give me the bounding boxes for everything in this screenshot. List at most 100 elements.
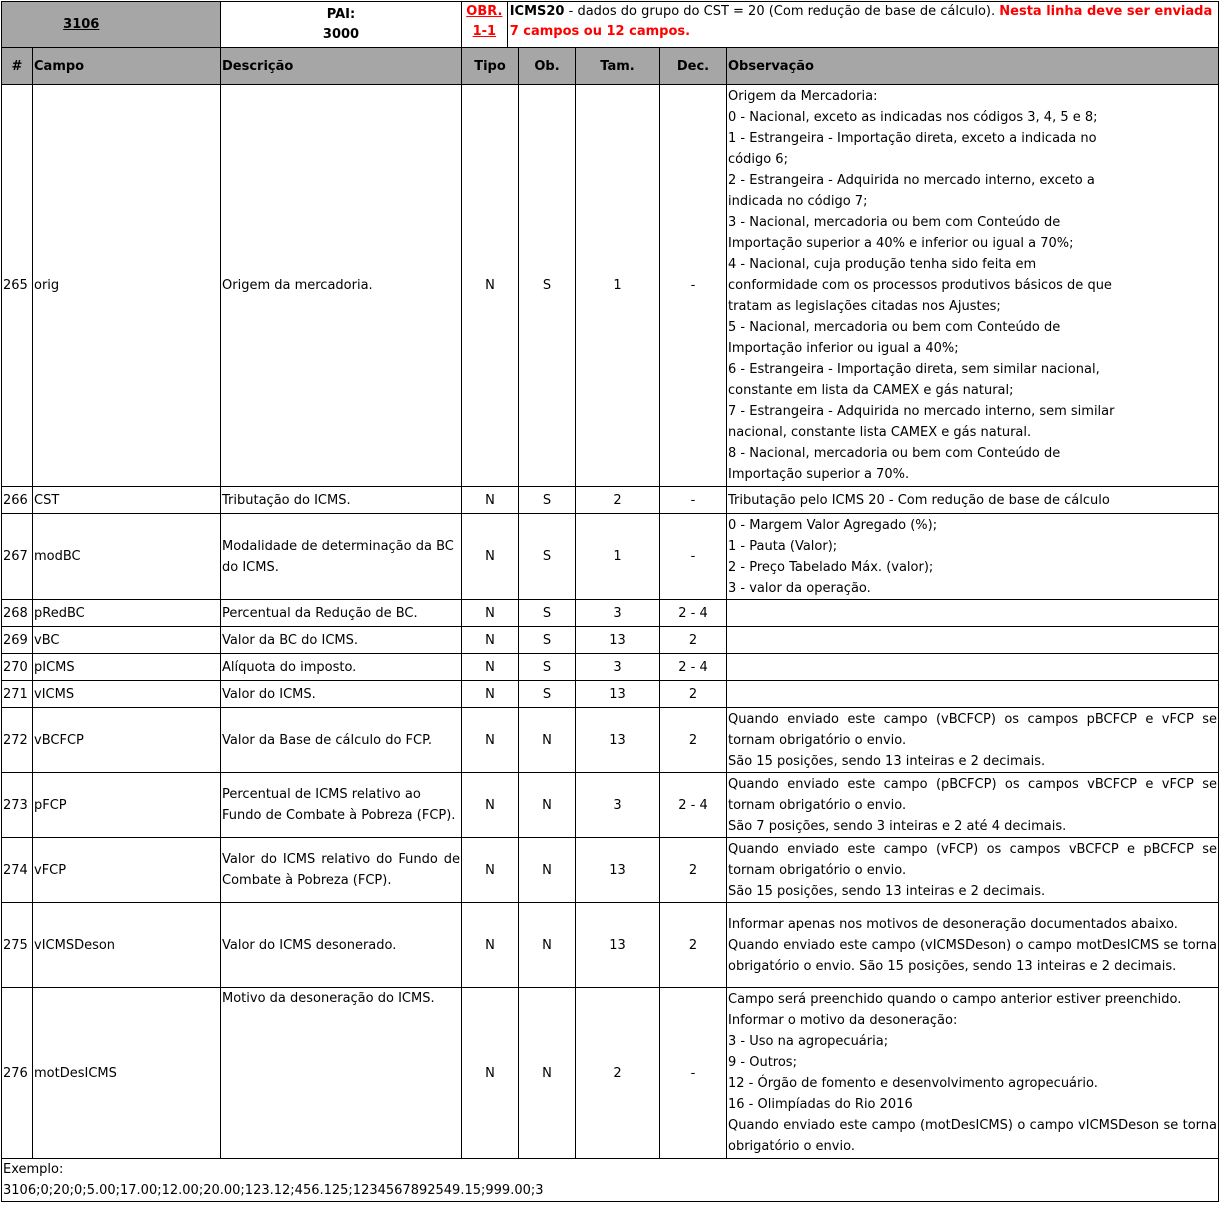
field-decimals: - <box>659 513 727 600</box>
field-type: N <box>461 513 519 600</box>
observation-line: Informar o motivo da desoneração: <box>728 1013 958 1028</box>
observation-line: Tributação pelo ICMS 20 - Com redução de… <box>728 492 1110 508</box>
field-name: vICMS <box>32 680 221 708</box>
field-name: orig <box>32 84 221 487</box>
field-type: N <box>461 680 519 708</box>
field-decimals: 2 - 4 <box>659 653 727 681</box>
field-size: 2 <box>575 987 660 1159</box>
observation-line: Quando enviado este campo (vFCP) os camp… <box>728 841 1217 878</box>
table-row: 265 orig Origem da mercadoria. N S 1- Origem d… <box>1 84 1219 487</box>
field-description: Valor da Base de cálculo do FCP. <box>220 707 462 773</box>
field-name: vBCFCP <box>32 707 221 773</box>
field-observation: Quando enviado este campo (vFCP) os camp… <box>726 837 1219 903</box>
observation-line: 7 - Estrangeira - Adquirida no mercado i… <box>728 404 1115 440</box>
field-name: CST <box>32 486 221 514</box>
field-size: 13 <box>575 680 660 708</box>
field-size: 13 <box>575 626 660 654</box>
field-name: pICMS <box>32 653 221 681</box>
table-row: 267 modBC Modalidade de determinação da BC… <box>1 513 1219 600</box>
table-row: 274 vFCP Valor do ICMS relativo do Fundo d… <box>1 837 1219 903</box>
field-size: 13 <box>575 902 660 988</box>
field-type: N <box>461 772 519 838</box>
field-decimals: - <box>659 84 727 487</box>
field-description: Valor da BC do ICMS. <box>220 626 462 654</box>
field-observation <box>726 653 1219 681</box>
observation-line: 6 - Estrangeira - Importação direta, sem… <box>728 362 1100 398</box>
observation-line: 9 - Outros; <box>728 1055 797 1070</box>
field-number: 268 <box>1 599 33 627</box>
col-ob: Ob. <box>518 47 576 85</box>
field-number: 266 <box>1 486 33 514</box>
observation-line: 3 - Uso na agropecuária; <box>728 1034 889 1049</box>
col-descricao: Descrição <box>220 47 462 85</box>
field-observation: Informar apenas nos motivos de desoneraç… <box>726 902 1219 988</box>
table-row: 272 vBCFCP Valor da Base de cálculo do FCP… <box>1 707 1219 773</box>
field-size: 3 <box>575 599 660 627</box>
observation-line: Campo será preenchido quando o campo ant… <box>728 992 1182 1007</box>
pai-value: 3000 <box>322 26 360 42</box>
field-description: Valor do ICMS desonerado. <box>220 902 462 988</box>
field-decimals: - <box>659 486 727 514</box>
field-description: Alíquota do imposto. <box>220 653 462 681</box>
field-observation: Quando enviado este campo (pBCFCP) os ca… <box>726 772 1219 838</box>
field-type: N <box>461 486 519 514</box>
observation-line: Quando enviado este campo (vBCFCP) os ca… <box>728 711 1217 748</box>
field-type: N <box>461 626 519 654</box>
field-decimals: 2 - 4 <box>659 599 727 627</box>
col-dec: Dec. <box>659 47 727 85</box>
obr-label[interactable]: OBR. <box>466 4 503 19</box>
field-required: S <box>518 486 576 514</box>
field-decimals: 2 <box>659 680 727 708</box>
col-tipo: Tipo <box>461 47 519 85</box>
field-name: modBC <box>32 513 221 600</box>
observation-line: Quando enviado este campo (pBCFCP) os ca… <box>728 776 1217 813</box>
observation-line: 16 - Olimpíadas do Rio 2016 <box>728 1097 913 1112</box>
field-size: 1 <box>575 84 660 487</box>
field-name: pRedBC <box>32 599 221 627</box>
observation-line: Origem da Mercadoria: <box>728 89 878 104</box>
example-cell: Exemplo: 3106;0;20;0;5.00;17.00;12.00;20.… <box>1 1158 1219 1202</box>
record-id-cell <box>1 1 33 48</box>
field-type: N <box>461 84 519 487</box>
table-row: 276 motDesICMS Motivo da desoneração do IC… <box>1 987 1219 1159</box>
group-name: ICMS20 <box>509 4 565 19</box>
field-size: 13 <box>575 707 660 773</box>
field-description: Tributação do ICMS. <box>220 486 462 514</box>
field-name: vFCP <box>32 837 221 903</box>
observation-line: 4 - Nacional, cuja produção tenha sido f… <box>728 257 1112 314</box>
observation-line: 8 - Nacional, mercadoria ou bem com Cont… <box>728 446 1061 482</box>
field-number: 271 <box>1 680 33 708</box>
field-required: N <box>518 707 576 773</box>
field-size: 1 <box>575 513 660 600</box>
pai-cell: PAI: 3000 <box>220 1 462 48</box>
table-row: 269 vBC Valor da BC do ICMS. N S 13 2 <box>1 626 1219 654</box>
field-observation <box>726 599 1219 627</box>
field-required: S <box>518 653 576 681</box>
field-name: motDesICMS <box>32 987 221 1159</box>
field-description: Percentual da Redução de BC. <box>220 599 462 627</box>
field-type: N <box>461 599 519 627</box>
field-description: Motivo da desoneração do ICMS. <box>220 987 462 1159</box>
field-observation <box>726 680 1219 708</box>
field-size: 3 <box>575 772 660 838</box>
observation-line: São 15 posições, sendo 13 inteiras e 2 d… <box>728 883 1046 899</box>
field-number: 269 <box>1 626 33 654</box>
col-campo: Campo <box>32 47 221 85</box>
field-type: N <box>461 707 519 773</box>
group-note: Nesta linha deve ser enviada 7 campos ou… <box>509 4 1213 39</box>
field-number: 267 <box>1 513 33 600</box>
field-name: pFCP <box>32 772 221 838</box>
col-observacao: Observação <box>726 47 1219 85</box>
field-observation: Origem da Mercadoria: 0 - Nacional, excet… <box>726 84 1219 487</box>
field-number: 273 <box>1 772 33 838</box>
field-required: N <box>518 837 576 903</box>
observation-line: Quando enviado este campo (motDesICMS) o… <box>728 1118 1217 1154</box>
table-row: 273 pFCP Percentual de ICMS relativo ao Fu… <box>1 772 1219 838</box>
field-number: 272 <box>1 707 33 773</box>
example-row: Exemplo: 3106;0;20;0;5.00;17.00;12.00;20.… <box>1 1158 1219 1202</box>
observation-line: 0 - Nacional, exceto as indicadas nos có… <box>728 110 1098 125</box>
field-required: S <box>518 680 576 708</box>
obr-value[interactable]: 1-1 <box>472 24 497 39</box>
field-required: S <box>518 626 576 654</box>
observation-line: 2 - Preço Tabelado Máx. (valor); <box>728 559 934 575</box>
